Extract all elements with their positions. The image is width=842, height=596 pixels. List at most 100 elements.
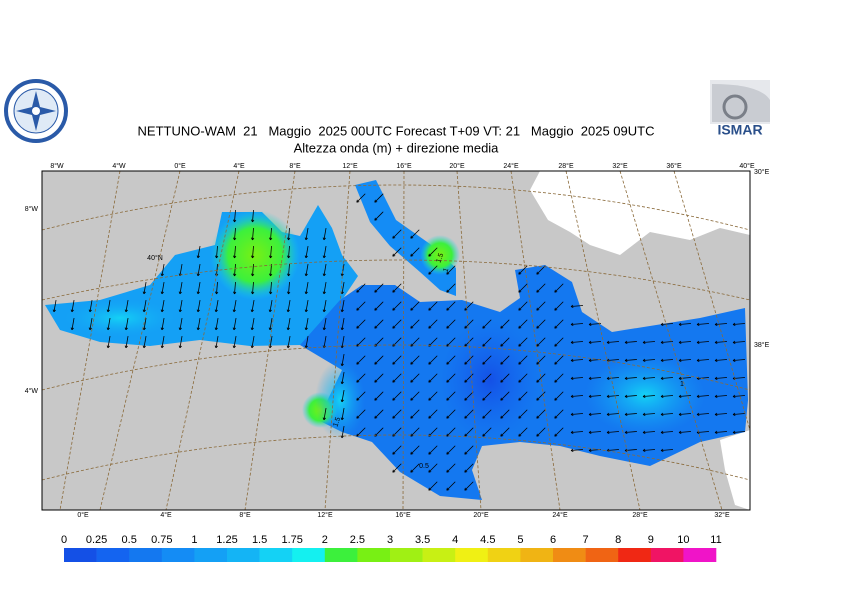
arrow: [428, 265, 438, 275]
arrow: [251, 300, 255, 312]
arrow-head: [606, 412, 610, 416]
arrow: [410, 445, 420, 455]
lon-label: 12°E: [317, 511, 333, 519]
arrow-head: [588, 340, 592, 344]
arrow: [446, 427, 456, 437]
arrow-head: [178, 291, 182, 295]
arrow-head: [536, 307, 540, 311]
arrow-head: [214, 327, 218, 331]
colorbar-swatch: [292, 548, 326, 562]
colorbar-swatch: [650, 548, 684, 562]
arrow-head: [536, 361, 540, 365]
colorbar-label: 6: [550, 534, 556, 546]
arrow: [305, 282, 309, 294]
colorbar-swatch: [520, 548, 554, 562]
arrow: [374, 283, 384, 293]
arrow-head: [446, 415, 450, 419]
arrow-head: [356, 307, 360, 311]
arrow: [356, 301, 366, 311]
arrow: [161, 264, 165, 276]
colorbar-label: 0.5: [122, 534, 137, 546]
arrow-head: [714, 394, 718, 398]
arrow: [410, 409, 420, 419]
arrow: [660, 431, 674, 433]
arrow-head: [624, 430, 628, 434]
arrow: [464, 463, 474, 473]
arrow: [446, 463, 456, 473]
arrow-head: [678, 358, 682, 362]
arrow-head: [588, 412, 592, 416]
arrow: [570, 305, 584, 307]
arrow: [606, 377, 620, 379]
arrow-head: [304, 237, 308, 241]
arrow: [270, 245, 272, 259]
arrow-head: [714, 358, 718, 362]
arrow: [269, 318, 273, 330]
arrow-head: [570, 376, 574, 380]
arrow-head: [392, 235, 396, 239]
arrow: [518, 409, 528, 419]
arrow: [446, 265, 456, 275]
arrow: [624, 413, 638, 415]
arrow-head: [160, 327, 164, 331]
arrow-head: [678, 376, 682, 380]
lat-label: 40°N: [147, 254, 163, 262]
arrow: [197, 246, 201, 258]
colorbar-label: 1.25: [216, 534, 237, 546]
lon-label: 8°E: [239, 511, 251, 519]
lon-label: 28°E: [632, 511, 648, 519]
colorbar-swatch: [96, 548, 130, 562]
colorbar-label: 4: [452, 534, 458, 546]
arrow-head: [287, 291, 291, 295]
arrow: [270, 227, 272, 241]
arrow: [143, 318, 147, 330]
arrow: [216, 281, 218, 295]
arrow-head: [304, 345, 308, 349]
arrow-head: [428, 469, 432, 473]
arrow-head: [410, 235, 414, 239]
arrow-head: [570, 448, 574, 452]
arrow: [305, 336, 309, 348]
arrow: [410, 337, 420, 347]
arrow-head: [554, 361, 558, 365]
arrow: [392, 373, 402, 383]
arrow: [392, 409, 402, 419]
arrow-head: [588, 322, 592, 326]
arrow: [554, 391, 564, 401]
arrow: [714, 395, 728, 397]
contour-label: 1: [680, 381, 684, 388]
arrow-head: [464, 487, 468, 491]
arrow: [536, 391, 546, 401]
arrow: [446, 301, 456, 311]
arrow: [107, 300, 111, 312]
lon-label: 4°E: [233, 162, 245, 170]
arrow: [374, 373, 384, 383]
arrow: [642, 341, 656, 343]
arrow: [482, 337, 492, 347]
arrow: [215, 336, 219, 348]
logo-right: ISMAR: [710, 80, 770, 138]
lat-label: 38°E: [754, 341, 770, 349]
arrow-head: [536, 271, 540, 275]
arrow-head: [696, 412, 700, 416]
arrow: [428, 247, 438, 257]
arrow: [624, 377, 638, 379]
arrow: [428, 391, 438, 401]
arrow: [554, 283, 564, 293]
arrow-head: [464, 361, 468, 365]
colorbar-label: 8: [615, 534, 621, 546]
arrow-head: [714, 322, 718, 326]
arrow: [660, 413, 674, 415]
arrow: [392, 301, 402, 311]
colorbar: 0 0.25 0.5 0.75 1 1.25 1.5 1.75 2 2.5 3 3.5 4 4.5 5 6 7 8…: [61, 534, 722, 562]
arrow: [287, 318, 291, 330]
arrow-head: [428, 361, 432, 365]
arrow-head: [428, 451, 432, 455]
arrow-head: [446, 379, 450, 383]
arrow: [588, 431, 602, 433]
arrow: [678, 413, 692, 415]
arrow: [446, 391, 456, 401]
arrow-head: [233, 219, 237, 223]
arrow: [288, 245, 290, 259]
arrow-head: [606, 340, 610, 344]
